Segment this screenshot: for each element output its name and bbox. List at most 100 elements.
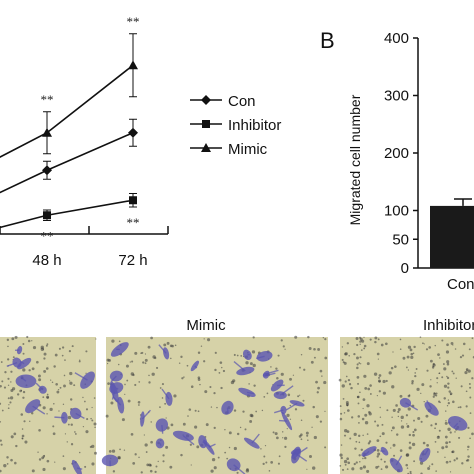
pore-dot bbox=[157, 460, 159, 463]
pore-dot bbox=[465, 390, 468, 393]
pore-dot bbox=[270, 366, 272, 368]
pore-dot bbox=[380, 458, 383, 461]
pore-dot bbox=[400, 425, 405, 429]
pore-dot bbox=[155, 465, 158, 468]
pore-dot bbox=[37, 451, 39, 453]
pore-dot bbox=[430, 379, 432, 381]
pore-dot bbox=[447, 401, 450, 405]
pore-dot bbox=[369, 384, 372, 387]
pore-dot bbox=[385, 441, 388, 444]
line-chart: 48 h 72 h bbox=[0, 226, 169, 269]
pore-dot bbox=[435, 470, 437, 472]
line-series-con bbox=[0, 132, 134, 194]
pore-dot bbox=[154, 470, 157, 474]
pore-dot bbox=[434, 440, 437, 443]
pore-dot bbox=[347, 461, 351, 465]
pore-dot bbox=[249, 362, 253, 366]
pore-dot bbox=[420, 420, 423, 423]
pore-dot bbox=[117, 363, 120, 366]
cell-protrusion bbox=[265, 372, 276, 377]
pore-dot bbox=[292, 374, 295, 376]
pore-dot bbox=[197, 351, 201, 354]
pore-dot bbox=[392, 351, 394, 353]
legend-label-mimic: Mimic bbox=[228, 141, 268, 158]
pore-dot bbox=[374, 336, 378, 340]
pore-dot bbox=[211, 457, 216, 462]
pore-dot bbox=[306, 468, 308, 470]
pore-dot bbox=[52, 425, 55, 428]
bar-x-tick-label: Con bbox=[447, 276, 474, 293]
pore-dot bbox=[111, 339, 115, 343]
legend-label-con: Con bbox=[228, 93, 256, 110]
pore-dot bbox=[203, 338, 205, 340]
pore-dot bbox=[197, 378, 201, 381]
pore-dot bbox=[196, 445, 200, 449]
pore-dot bbox=[433, 392, 437, 396]
pore-dot bbox=[451, 450, 455, 454]
cell-protrusion bbox=[111, 391, 116, 400]
pore-dot bbox=[437, 353, 440, 357]
pore-dot bbox=[233, 409, 237, 412]
bar-y-tick-label: 200 bbox=[384, 145, 409, 162]
pore-dot bbox=[12, 356, 15, 359]
pore-dot bbox=[137, 400, 141, 404]
pore-dot bbox=[408, 446, 412, 450]
pore-dot bbox=[405, 366, 408, 369]
cell-protrusion bbox=[75, 412, 85, 419]
pore-dot bbox=[261, 409, 264, 412]
pore-dot bbox=[360, 363, 362, 365]
pore-dot bbox=[3, 463, 7, 468]
pore-dot bbox=[53, 402, 55, 405]
cell-protrusion bbox=[233, 464, 246, 474]
pore-dot bbox=[467, 449, 469, 451]
pore-dot bbox=[446, 375, 448, 378]
line-x-tick-label: 72 h bbox=[118, 252, 147, 269]
significance-annotation: ** bbox=[41, 229, 54, 244]
pore-dot bbox=[339, 453, 343, 457]
pore-dot bbox=[405, 463, 408, 467]
pore-dot bbox=[317, 386, 320, 390]
pore-dot bbox=[280, 372, 284, 376]
pore-dot bbox=[0, 421, 2, 423]
pore-dot bbox=[282, 345, 285, 348]
micrograph-panel bbox=[338, 336, 474, 474]
data-point-inhibitor bbox=[43, 211, 51, 220]
pore-dot bbox=[410, 352, 413, 356]
pore-dot bbox=[68, 350, 71, 353]
pore-dot bbox=[0, 385, 2, 388]
pore-dot bbox=[446, 343, 449, 347]
pore-dot bbox=[356, 356, 359, 360]
pore-dot bbox=[146, 463, 150, 467]
pore-dot bbox=[7, 358, 10, 361]
pore-dot bbox=[7, 384, 10, 387]
cell-protrusion bbox=[115, 387, 119, 390]
pore-dot bbox=[393, 454, 396, 457]
pore-dot bbox=[58, 347, 61, 350]
cell-protrusion bbox=[182, 435, 195, 446]
pore-dot bbox=[441, 339, 444, 342]
pore-dot bbox=[438, 429, 441, 432]
cell-protrusion bbox=[76, 467, 83, 470]
pore-dot bbox=[123, 449, 126, 451]
line-series-group: ** ** ** ** bbox=[0, 14, 140, 244]
pore-dot bbox=[413, 419, 415, 422]
pore-dot bbox=[222, 369, 226, 373]
pore-dot bbox=[405, 453, 410, 457]
pore-dot bbox=[471, 337, 474, 340]
pore-dot bbox=[0, 439, 2, 442]
pore-dot bbox=[380, 343, 384, 347]
pore-dot bbox=[446, 360, 450, 364]
pore-dot bbox=[255, 410, 258, 413]
pore-dot bbox=[379, 416, 382, 418]
pore-dot bbox=[300, 419, 303, 422]
pore-dot bbox=[205, 423, 209, 427]
pore-dot bbox=[308, 455, 313, 459]
pore-dot bbox=[439, 357, 441, 359]
bar-series-group bbox=[430, 198, 474, 268]
pore-dot bbox=[369, 338, 372, 341]
pore-dot bbox=[36, 360, 39, 364]
pore-dot bbox=[380, 468, 383, 471]
pore-dot bbox=[355, 336, 359, 340]
pore-dot bbox=[356, 366, 359, 370]
pore-dot bbox=[428, 465, 431, 467]
